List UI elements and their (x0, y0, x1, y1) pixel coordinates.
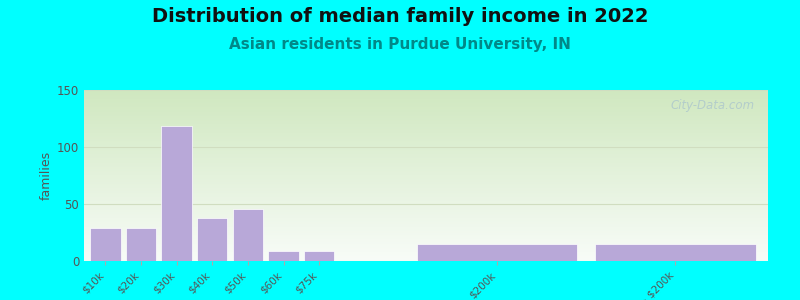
Bar (304, 251, 334, 261)
Y-axis label: families: families (40, 151, 53, 200)
Text: Asian residents in Purdue University, IN: Asian residents in Purdue University, IN (229, 38, 571, 52)
Bar (233, 208, 263, 261)
Bar (126, 228, 156, 261)
Text: Distribution of median family income in 2022: Distribution of median family income in … (152, 8, 648, 26)
Bar (90, 228, 121, 261)
Bar (417, 244, 578, 261)
Text: City-Data.com: City-Data.com (670, 98, 754, 112)
Bar (197, 218, 227, 261)
Bar (268, 251, 298, 261)
Bar (162, 127, 192, 261)
Bar (595, 244, 755, 261)
